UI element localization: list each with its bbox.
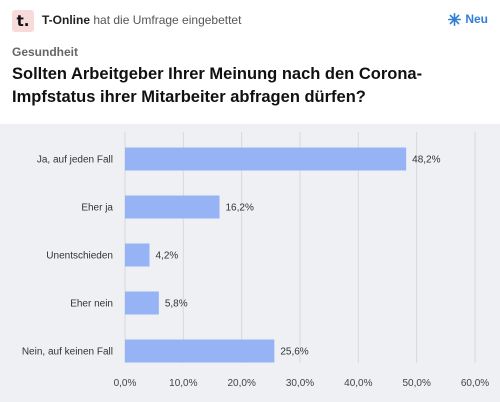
category-label: Unentschieden	[46, 251, 113, 262]
new-button[interactable]: Neu	[448, 12, 488, 26]
data-label: 4,2%	[156, 251, 179, 262]
category-label: Nein, auf keinen Fall	[22, 347, 113, 358]
data-label: 5,8%	[165, 299, 188, 310]
bar	[125, 243, 150, 267]
poll-header: t. T-Online hat die Umfrage eingebettet …	[12, 10, 488, 34]
sparkle-icon	[448, 12, 462, 26]
x-tick-label: 30,0%	[286, 378, 314, 389]
x-tick-label: 40,0%	[344, 378, 372, 389]
new-label: Neu	[465, 12, 488, 26]
t-online-logo[interactable]: t.	[12, 10, 34, 32]
x-tick-label: 50,0%	[402, 378, 430, 389]
bar	[125, 147, 407, 171]
data-label: 48,2%	[412, 155, 440, 166]
embed-info: T-Online hat die Umfrage eingebettet	[42, 13, 241, 27]
results-bar-chart: 0,0% 10,0% 20,0% 30,0% 40,0% 50,0% 60,0% Ja, au…	[22, 132, 489, 389]
x-tick-label: 20,0%	[227, 378, 255, 389]
x-tick-label: 0,0%	[114, 378, 137, 389]
poll-category: Gesundheit	[12, 45, 79, 59]
chart-area: 0,0% 10,0% 20,0% 30,0% 40,0% 50,0% 60,0% Ja, au…	[0, 124, 500, 402]
category-label: Ja, auf jeden Fall	[37, 155, 113, 166]
category-label: Eher ja	[81, 203, 113, 214]
publisher-name[interactable]: T-Online	[42, 13, 90, 27]
bar	[125, 291, 159, 315]
bar	[125, 195, 220, 219]
poll-question: Sollten Arbeitgeber Ihrer Meinung nach d…	[12, 65, 423, 106]
x-tick-label: 10,0%	[169, 378, 197, 389]
category-label: Eher nein	[70, 299, 113, 310]
x-tick-label: 60,0%	[461, 378, 489, 389]
data-label: 25,6%	[280, 347, 308, 358]
embed-text: hat die Umfrage eingebettet	[93, 13, 242, 27]
bar	[125, 339, 275, 363]
data-label: 16,2%	[226, 203, 254, 214]
